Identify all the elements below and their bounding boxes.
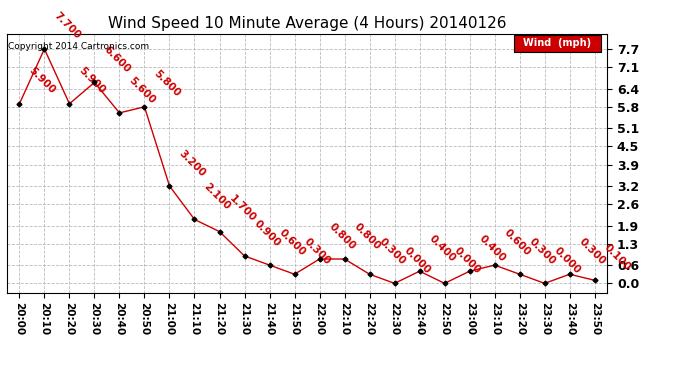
- Text: Copyright 2014 Cartronics.com: Copyright 2014 Cartronics.com: [8, 42, 149, 51]
- Text: 5.900: 5.900: [27, 66, 57, 96]
- Text: 0.300: 0.300: [377, 236, 408, 267]
- Text: 0.400: 0.400: [477, 233, 508, 264]
- Text: 0.800: 0.800: [352, 221, 382, 251]
- Text: 0.600: 0.600: [502, 227, 533, 258]
- Text: 6.600: 6.600: [102, 45, 132, 75]
- Text: 0.600: 0.600: [277, 227, 308, 258]
- Text: 7.700: 7.700: [52, 11, 83, 41]
- Text: 5.900: 5.900: [77, 66, 107, 96]
- Text: 0.300: 0.300: [527, 236, 558, 267]
- Text: 0.900: 0.900: [252, 218, 282, 248]
- Text: 0.300: 0.300: [302, 236, 333, 267]
- Text: 1.700: 1.700: [227, 194, 257, 224]
- Text: 0.100: 0.100: [602, 242, 633, 273]
- Title: Wind Speed 10 Minute Average (4 Hours) 20140126: Wind Speed 10 Minute Average (4 Hours) 2…: [108, 16, 506, 31]
- FancyBboxPatch shape: [514, 35, 601, 52]
- Text: 0.000: 0.000: [402, 245, 433, 276]
- Text: 0.000: 0.000: [452, 245, 482, 276]
- Text: 0.000: 0.000: [552, 245, 582, 276]
- Text: 3.200: 3.200: [177, 148, 208, 178]
- Text: 5.600: 5.600: [127, 75, 157, 105]
- Text: 0.400: 0.400: [427, 233, 457, 264]
- Text: Wind  (mph): Wind (mph): [523, 38, 591, 48]
- Text: 0.800: 0.800: [327, 221, 357, 251]
- Text: 5.800: 5.800: [152, 69, 182, 99]
- Text: 2.100: 2.100: [202, 182, 233, 212]
- Text: 0.300: 0.300: [578, 236, 608, 267]
